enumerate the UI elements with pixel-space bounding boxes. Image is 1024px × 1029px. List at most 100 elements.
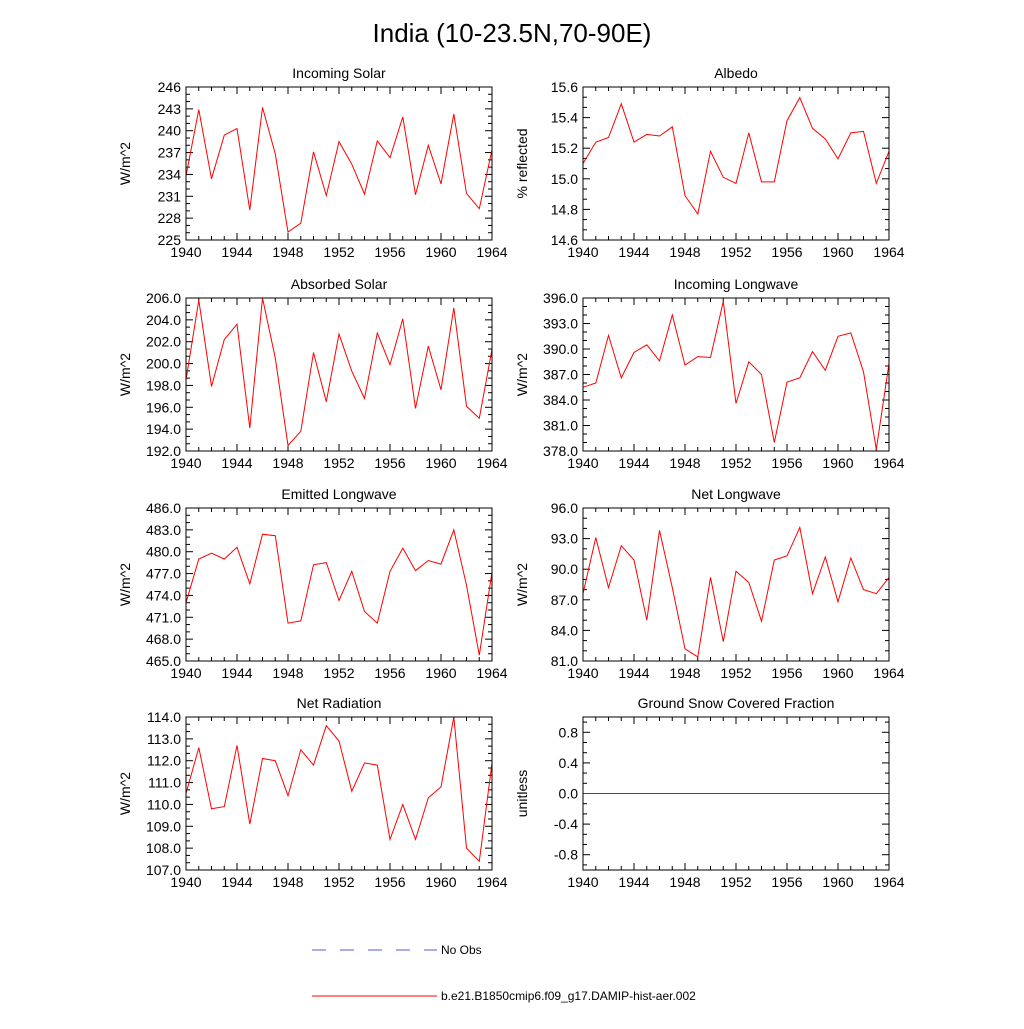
x-tick-label: 1940 — [567, 665, 598, 681]
panel-title: Albedo — [714, 65, 758, 81]
x-tick-label: 1960 — [822, 244, 853, 260]
y-tick-label: 15.6 — [551, 79, 578, 95]
legend: No Obs b.e21.B1850cmip6.f09_g17.DAMIP-hi… — [312, 943, 696, 1003]
y-tick-label: 90.0 — [551, 561, 578, 577]
y-tick-label: 110.0 — [147, 796, 181, 812]
x-tick-label: 1960 — [822, 874, 853, 890]
y-tick-label: 0.8 — [559, 724, 579, 740]
x-tick-label: 1956 — [374, 244, 405, 260]
panel-incoming-longwave: Incoming Longwave W/m^2 378.0 381.0 384.0 387… — [514, 276, 905, 471]
panel-albedo: Albedo % reflected 14.6 14.8 15.0 15.2 15.4 15.… — [514, 65, 905, 260]
y-tick-label: 0.4 — [559, 755, 579, 771]
panels: Incoming Solar W/m^2 225 228 231 234 237 240 243… — [117, 65, 905, 890]
x-tick-label: 1948 — [669, 455, 700, 471]
panel-title: Incoming Longwave — [674, 276, 799, 292]
x-tick-label: 1952 — [323, 244, 354, 260]
x-tick-label: 1960 — [425, 665, 456, 681]
series-line — [185, 107, 493, 233]
x-tick-label: 1940 — [170, 665, 201, 681]
x-tick-label: 1948 — [272, 665, 303, 681]
x-tick-label: 1944 — [618, 874, 649, 890]
x-tick-label: 1956 — [771, 874, 802, 890]
y-tick-label: 480.0 — [146, 544, 181, 560]
panel-net-longwave: Net Longwave W/m^2 81.0 84.0 87.0 90.0 93.0 96.… — [514, 486, 905, 681]
y-tick-label: 200.0 — [146, 356, 181, 372]
plot-frame — [185, 716, 493, 871]
y-axis-label: W/m^2 — [117, 563, 133, 606]
y-tick-label: 468.0 — [146, 631, 181, 647]
x-tick-label: 1944 — [618, 665, 649, 681]
x-tick-label: 1964 — [873, 665, 904, 681]
x-tick-label: 1944 — [618, 244, 649, 260]
x-tick-label: 1964 — [476, 455, 507, 471]
x-tick-label: 1944 — [618, 455, 649, 471]
y-tick-label: 194.0 — [146, 421, 181, 437]
y-tick-label: 81.0 — [551, 653, 578, 669]
y-tick-label: 114.0 — [147, 709, 181, 725]
y-tick-label: 87.0 — [551, 592, 578, 608]
x-tick-label: 1952 — [720, 874, 751, 890]
x-tick-label: 1944 — [221, 665, 252, 681]
x-tick-label: 1940 — [170, 244, 201, 260]
y-tick-label: 231 — [158, 188, 182, 204]
x-tick-label: 1952 — [720, 455, 751, 471]
legend-model-label: b.e21.B1850cmip6.f09_g17.DAMIP-hist-aer.… — [441, 989, 696, 1003]
x-tick-label: 1956 — [374, 455, 405, 471]
x-tick-label: 1964 — [873, 244, 904, 260]
x-tick-label: 1960 — [425, 874, 456, 890]
panel-title: Incoming Solar — [292, 65, 386, 81]
y-tick-label: 243 — [158, 101, 182, 117]
x-tick-label: 1960 — [425, 244, 456, 260]
legend-obs-label: No Obs — [441, 943, 482, 957]
y-axis-label: W/m^2 — [117, 772, 133, 815]
y-tick-label: 387.0 — [543, 367, 578, 383]
panel-title: Net Radiation — [297, 695, 382, 711]
y-tick-label: 381.0 — [543, 418, 578, 434]
x-tick-label: 1964 — [873, 874, 904, 890]
y-tick-label: 15.4 — [551, 110, 578, 126]
panel-net-radiation: Net Radiation W/m^2 107.0 108.0 109.0 110.0 11… — [117, 695, 508, 890]
panel-title: Absorbed Solar — [291, 276, 388, 292]
y-tick-label: 198.0 — [146, 377, 181, 393]
y-tick-label: 96.0 — [551, 500, 578, 516]
x-tick-label: 1944 — [221, 244, 252, 260]
plot-frame — [185, 507, 493, 662]
figure-title: India (10-23.5N,70-90E) — [373, 18, 652, 48]
panel-title: Net Longwave — [691, 486, 781, 502]
x-tick-label: 1964 — [476, 244, 507, 260]
y-tick-label: 111.0 — [148, 775, 181, 791]
plot-frame — [582, 86, 890, 241]
plot-frame — [185, 86, 493, 241]
x-tick-label: 1964 — [476, 665, 507, 681]
x-tick-label: 1952 — [323, 665, 354, 681]
y-tick-label: 234 — [158, 166, 182, 182]
x-tick-label: 1940 — [170, 874, 201, 890]
x-tick-label: 1940 — [567, 874, 598, 890]
y-tick-label: 396.0 — [543, 290, 578, 306]
y-tick-label: 192.0 — [146, 443, 181, 459]
y-tick-label: 390.0 — [543, 341, 578, 357]
y-tick-label: 471.0 — [146, 609, 181, 625]
y-tick-label: 113.0 — [147, 731, 181, 747]
y-tick-label: 384.0 — [543, 392, 578, 408]
y-tick-label: 378.0 — [543, 443, 578, 459]
y-tick-label: 246 — [158, 79, 182, 95]
x-tick-label: 1956 — [771, 665, 802, 681]
y-tick-label: 112.0 — [147, 753, 181, 769]
x-tick-label: 1956 — [374, 874, 405, 890]
series-line — [185, 716, 493, 863]
plot-frame — [582, 507, 890, 662]
series-line — [582, 525, 890, 658]
y-tick-label: 107.0 — [146, 862, 181, 878]
y-tick-label: 202.0 — [146, 334, 181, 350]
y-tick-label: 237 — [158, 145, 182, 161]
x-tick-label: 1940 — [567, 244, 598, 260]
y-axis-label: W/m^2 — [117, 142, 133, 185]
y-axis-label: unitless — [514, 770, 530, 817]
x-tick-label: 1952 — [720, 244, 751, 260]
plot-frame — [185, 297, 493, 452]
y-axis-label: W/m^2 — [117, 353, 133, 396]
y-tick-label: 84.0 — [551, 622, 578, 638]
